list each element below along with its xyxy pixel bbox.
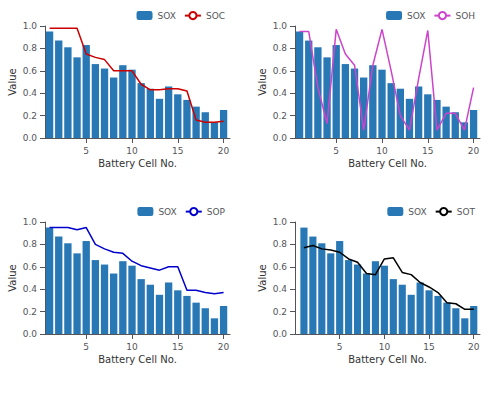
svg-text:5: 5 xyxy=(333,146,339,156)
svg-text:0.2: 0.2 xyxy=(23,111,37,121)
svg-text:0.6: 0.6 xyxy=(23,262,38,272)
svg-text:1.0: 1.0 xyxy=(23,21,38,31)
svg-text:0.2: 0.2 xyxy=(23,307,37,317)
svg-text:0.0: 0.0 xyxy=(273,329,288,339)
svg-text:5: 5 xyxy=(83,146,89,156)
svg-text:20: 20 xyxy=(218,146,230,156)
svg-text:0.6: 0.6 xyxy=(23,66,38,76)
svg-text:10: 10 xyxy=(379,342,391,352)
svg-text:0.8: 0.8 xyxy=(273,43,288,53)
svg-text:0.2: 0.2 xyxy=(273,111,287,121)
svg-text:0.6: 0.6 xyxy=(273,262,288,272)
svg-text:0.6: 0.6 xyxy=(273,66,288,76)
svg-text:0.0: 0.0 xyxy=(23,329,38,339)
svg-text:10: 10 xyxy=(126,146,138,156)
svg-text:SOX: SOX xyxy=(408,207,426,217)
svg-text:SOX: SOX xyxy=(407,11,425,21)
svg-text:15: 15 xyxy=(172,146,183,156)
svg-text:20: 20 xyxy=(468,342,480,352)
svg-text:Value: Value xyxy=(257,68,268,95)
svg-text:0.4: 0.4 xyxy=(273,284,288,294)
svg-text:Battery Cell No.: Battery Cell No. xyxy=(348,354,427,365)
svg-text:Battery Cell No.: Battery Cell No. xyxy=(348,158,427,169)
svg-text:5: 5 xyxy=(337,342,343,352)
svg-text:Value: Value xyxy=(257,264,268,291)
svg-text:Battery Cell No.: Battery Cell No. xyxy=(98,354,177,365)
svg-text:1.0: 1.0 xyxy=(23,217,38,227)
svg-text:0.2: 0.2 xyxy=(273,307,287,317)
svg-text:SOX: SOX xyxy=(158,11,176,21)
svg-text:0.4: 0.4 xyxy=(23,284,38,294)
svg-text:0.8: 0.8 xyxy=(23,239,38,249)
svg-text:10: 10 xyxy=(376,146,388,156)
svg-text:SOT: SOT xyxy=(457,207,476,217)
svg-text:Battery Cell No.: Battery Cell No. xyxy=(98,158,177,169)
svg-text:0.4: 0.4 xyxy=(23,88,38,98)
svg-text:10: 10 xyxy=(126,342,138,352)
svg-text:5: 5 xyxy=(83,342,89,352)
svg-text:SOH: SOH xyxy=(455,11,475,21)
svg-text:SOC: SOC xyxy=(206,11,225,21)
svg-text:0.0: 0.0 xyxy=(23,133,38,143)
svg-text:Value: Value xyxy=(7,68,18,95)
svg-text:Value: Value xyxy=(7,264,18,291)
svg-text:0.4: 0.4 xyxy=(273,88,288,98)
svg-text:0.0: 0.0 xyxy=(273,133,288,143)
svg-text:0.8: 0.8 xyxy=(23,43,38,53)
svg-text:15: 15 xyxy=(172,342,183,352)
svg-text:20: 20 xyxy=(468,146,480,156)
svg-text:15: 15 xyxy=(423,342,434,352)
svg-text:20: 20 xyxy=(218,342,230,352)
svg-text:15: 15 xyxy=(422,146,433,156)
svg-text:SOX: SOX xyxy=(158,207,176,217)
svg-text:1.0: 1.0 xyxy=(273,217,288,227)
svg-text:SOP: SOP xyxy=(207,207,226,217)
svg-text:0.8: 0.8 xyxy=(273,239,288,249)
svg-text:1.0: 1.0 xyxy=(273,21,288,31)
